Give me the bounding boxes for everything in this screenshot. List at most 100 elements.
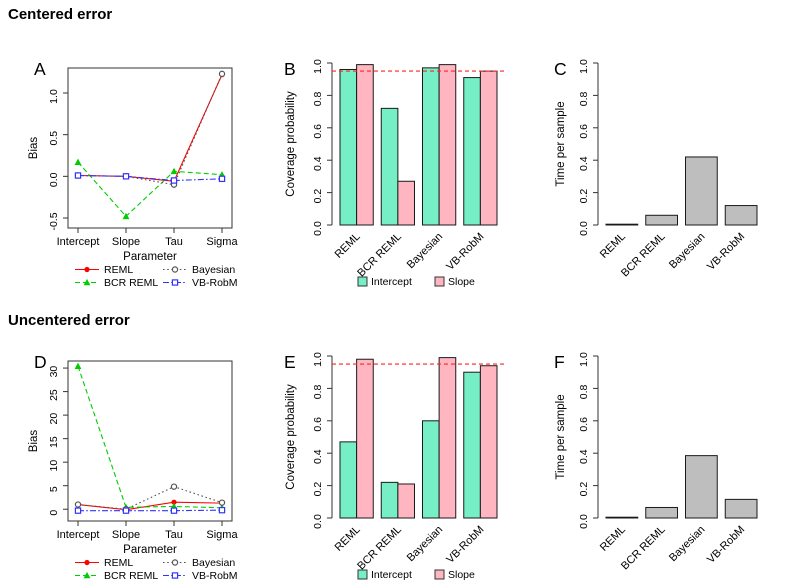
legend-label-REML: REML: [104, 557, 133, 569]
x-category-label: REML: [598, 524, 628, 554]
series-point-VB-RobM: [170, 507, 178, 514]
x-tick-label: Sigma: [206, 529, 238, 541]
y-tick-label: 0.0: [312, 514, 324, 529]
legend-marker-BCR REML: [83, 571, 91, 579]
y-axis-title: Time per sample: [555, 394, 567, 479]
bar-REML-Intercept: [339, 68, 358, 226]
y-tick-label: 30: [48, 366, 60, 378]
series-point-Bayesian: [218, 70, 226, 78]
bar-BCR REML-Slope: [397, 180, 415, 226]
panel-label-E: E: [284, 352, 296, 372]
y-tick-label: 0.6: [312, 124, 324, 139]
panel-A-chart: A -0.5 0.0 0.5 1.0 Intercept Slope Tau Sigma Bias…: [28, 59, 238, 289]
legend-label-VB-RobM: VB-RobM: [192, 570, 238, 582]
legend-label-REML: REML: [104, 264, 133, 276]
y-tick-label: 1.0: [312, 59, 324, 74]
y-axis-title: Bias: [28, 430, 40, 453]
bar-VB-RobM-Intercept: [463, 77, 481, 226]
y-tick-label: 5: [48, 486, 60, 492]
bar-REML: [605, 223, 639, 226]
legend-marker-Bayesian: [171, 559, 179, 566]
panel-D-chart: D 0 5 10 15 20 25 30 Intercept Slope Tau Sigma Bias P…: [28, 352, 238, 582]
y-tick-label: 1.0: [312, 352, 324, 367]
legend-label-VB-RobM: VB-RobM: [192, 277, 238, 289]
series-line-BCR REML: [77, 161, 223, 218]
y-tick-label: 10: [48, 460, 60, 472]
y-tick-label: 0.2: [312, 189, 324, 204]
legend-swatch-Intercept: [357, 569, 368, 580]
y-tick-label: 15: [48, 436, 60, 448]
x-category-label: Bayesian: [667, 524, 707, 564]
y-tick-label: 0.6: [312, 417, 324, 432]
legend-label-Bayesian: Bayesian: [192, 557, 235, 569]
bar-REML: [605, 516, 639, 519]
bar-BCR REML-Intercept: [380, 107, 399, 226]
y-tick-label: 0.4: [312, 449, 324, 464]
y-tick-label: -0.5: [48, 212, 60, 230]
x-axis-title: Parameter: [123, 251, 177, 263]
bar-REML-Slope: [356, 358, 374, 519]
series-point-VB-RobM: [74, 507, 82, 514]
panel-label-A: A: [34, 59, 46, 79]
legend-marker-VB-RobM: [171, 279, 179, 286]
bar-Bayesian-Slope: [438, 357, 457, 519]
x-category-label: REML: [333, 524, 363, 554]
x-tick-label: Tau: [165, 236, 183, 248]
legend-label-Intercept: Intercept: [371, 276, 412, 288]
x-category-label: BCR REML: [355, 524, 404, 573]
legend-label-Intercept: Intercept: [371, 569, 412, 581]
y-tick-label: 0.2: [312, 482, 324, 497]
series-point-REML: [171, 499, 177, 505]
y-axis-title: Coverage probability: [285, 91, 297, 197]
section-heading-centered-error: Centered error: [8, 6, 113, 23]
x-category-label: VB-RobM: [705, 231, 747, 273]
y-tick-label: 1.0: [578, 59, 590, 74]
series-line-VB-RobM: [77, 174, 223, 182]
legend-marker-Bayesian: [171, 266, 179, 273]
bar-Bayesian-Slope: [438, 64, 457, 226]
bar-Bayesian-Intercept: [422, 67, 440, 226]
legend-marker-BCR REML: [83, 278, 91, 286]
legend-marker-VB-RobM: [171, 572, 179, 579]
y-axis-title: Bias: [28, 137, 40, 160]
bar-VB-RobM: [724, 205, 758, 226]
bar-Bayesian-Intercept: [422, 420, 440, 519]
y-tick-label: 0.6: [578, 124, 590, 139]
series-point-BCR REML: [122, 212, 130, 220]
y-tick-label: 0.2: [578, 189, 590, 204]
series-point-Bayesian: [74, 501, 82, 508]
series-point-BCR REML: [170, 167, 178, 175]
y-axis-title: Coverage probability: [285, 384, 297, 490]
panel-B-chart: B 0.0 0.2 0.4 0.6 0.8 1.0 Coverage probability R…: [284, 59, 505, 288]
legend-label-Bayesian: Bayesian: [192, 264, 235, 276]
y-tick-label: 0.4: [578, 449, 590, 464]
x-category-label: REML: [333, 231, 363, 261]
bar-VB-RobM-Intercept: [463, 371, 481, 519]
x-category-label: Bayesian: [405, 231, 445, 271]
panel-E-chart: E 0.0 0.2 0.4 0.6 0.8 1.0 Coverage probability R…: [284, 352, 505, 581]
x-tick-label: Intercept: [57, 236, 100, 248]
x-category-label: BCR REML: [355, 231, 404, 280]
series-line-REML: [77, 74, 223, 182]
x-tick-label: Slope: [112, 236, 140, 248]
section-heading-uncentered-error: Uncentered error: [8, 312, 130, 329]
legend-label-Slope: Slope: [448, 569, 475, 581]
legend-label-BCR REML: BCR REML: [104, 570, 158, 582]
y-tick-label: 25: [48, 389, 60, 401]
y-tick-label: 20: [48, 413, 60, 425]
series-point-VB-RobM: [170, 177, 178, 184]
x-tick-label: Sigma: [206, 236, 238, 248]
series-point-VB-RobM: [74, 172, 82, 179]
series-point-VB-RobM: [122, 173, 130, 180]
legend-swatch-Slope: [434, 569, 445, 580]
x-tick-label: Intercept: [57, 529, 100, 541]
plot-box: [67, 360, 233, 522]
legend-label-Slope: Slope: [448, 276, 475, 288]
y-tick-label: 0: [48, 510, 60, 516]
bar-VB-RobM-Slope: [479, 365, 498, 519]
x-category-label: VB-RobM: [444, 231, 486, 273]
y-tick-label: 0.4: [312, 156, 324, 171]
x-tick-label: Tau: [165, 529, 183, 541]
y-tick-label: 0.4: [578, 156, 590, 171]
